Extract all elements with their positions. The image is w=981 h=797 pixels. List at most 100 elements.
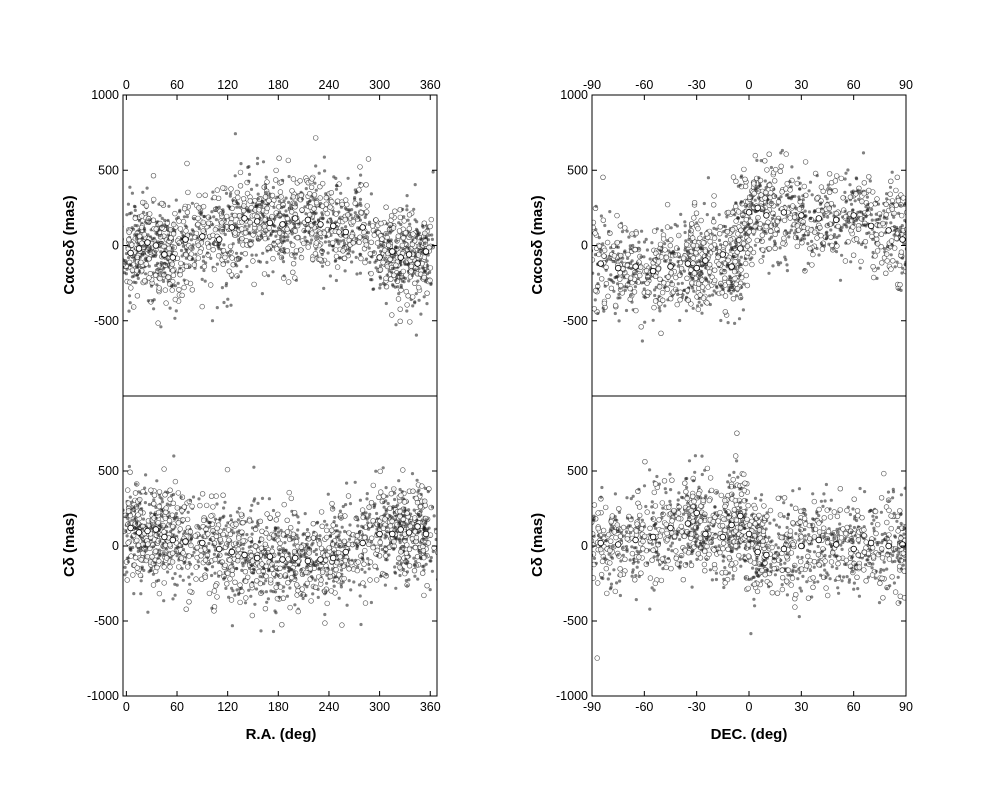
scatter-point [684,260,692,267]
scatter-point [290,538,294,542]
scatter-point [649,267,657,275]
scatter-point [852,222,856,226]
scatter-point [739,296,743,300]
scatter-point [162,492,168,498]
scatter-point [353,480,357,484]
scatter-point [212,215,216,219]
scatter-point [740,285,744,289]
scatter-point [366,541,372,547]
scatter-point [124,252,129,256]
scatter-point [408,263,414,269]
scatter-point [338,544,342,549]
scatter-point [354,533,361,539]
scatter-point [196,560,200,564]
scatter-point [143,258,147,262]
scatter-point [389,248,396,255]
scatter-point [358,181,362,185]
scatter-point [145,541,151,547]
scatter-point [361,558,365,562]
scatter-point [222,225,226,229]
scatter-point [370,482,376,489]
scatter-point [151,237,155,241]
scatter-point [891,245,898,251]
scatter-point [736,216,740,220]
scatter-point [734,265,738,270]
scatter-point [699,284,706,290]
scatter-point [817,225,823,231]
scatter-point [146,256,152,262]
scatter-point [759,208,764,212]
scatter-point [674,301,680,308]
scatter-point [125,500,132,506]
scatter-point [585,225,590,230]
scatter-point [388,276,394,282]
scatter-point [200,277,204,281]
scatter-point [184,516,191,523]
scatter-point [668,237,674,243]
scatter-point [220,531,226,538]
scatter-point [217,536,224,543]
scatter-point [126,517,130,521]
scatter-point [211,608,217,614]
scatter-point [368,500,375,506]
scatter-point [879,260,885,266]
scatter-point [300,568,304,572]
scatter-point [184,160,190,167]
scatter-point [851,208,855,212]
scatter-point [733,178,739,185]
scatter-point [350,240,356,246]
scatter-point [149,246,153,250]
scatter-point [735,231,741,237]
scatter-point [123,261,127,265]
scatter-point [802,268,807,272]
scatter-point [738,267,744,273]
scatter-point [895,197,902,204]
scatter-point [167,265,171,269]
scatter-point [172,454,176,458]
scatter-point [772,245,778,252]
scatter-point [696,304,700,308]
scatter-point [333,515,337,520]
scatter-point [383,550,387,554]
scatter-point [744,243,751,250]
scatter-point [732,275,738,282]
scatter-point [429,282,433,286]
scatter-point [162,287,169,293]
scatter-point [426,244,432,251]
scatter-point [594,204,598,208]
scatter-point [857,241,861,245]
scatter-point [233,593,237,597]
scatter-point [222,254,228,261]
scatter-point [383,204,389,210]
scatter-point [385,530,389,534]
scatter-point [166,570,170,574]
scatter-point [786,193,790,197]
scatter-point [414,333,418,337]
top-tick-label: 0 [123,78,130,92]
scatter-point [719,272,723,276]
scatter-point [222,527,226,532]
scatter-point [293,201,297,205]
scatter-point [657,306,661,310]
scatter-point [242,568,249,575]
scatter-point [211,242,216,246]
scatter-point [383,275,389,282]
scatter-point [849,260,853,264]
scatter-point [142,227,147,231]
scatter-point [689,235,696,241]
scatter-point [232,212,238,219]
scatter-point [725,262,730,267]
scatter-point [266,202,270,206]
scatter-point [897,282,903,288]
scatter-point [176,545,180,549]
scatter-point [363,215,367,219]
scatter-point [304,212,308,216]
scatter-point [329,527,335,533]
scatter-point [246,165,250,169]
scatter-point [241,533,245,537]
scatter-point [865,195,870,199]
scatter-point [209,256,213,260]
scatter-point [332,175,336,179]
scatter-point [396,285,400,289]
scatter-point [722,293,729,299]
